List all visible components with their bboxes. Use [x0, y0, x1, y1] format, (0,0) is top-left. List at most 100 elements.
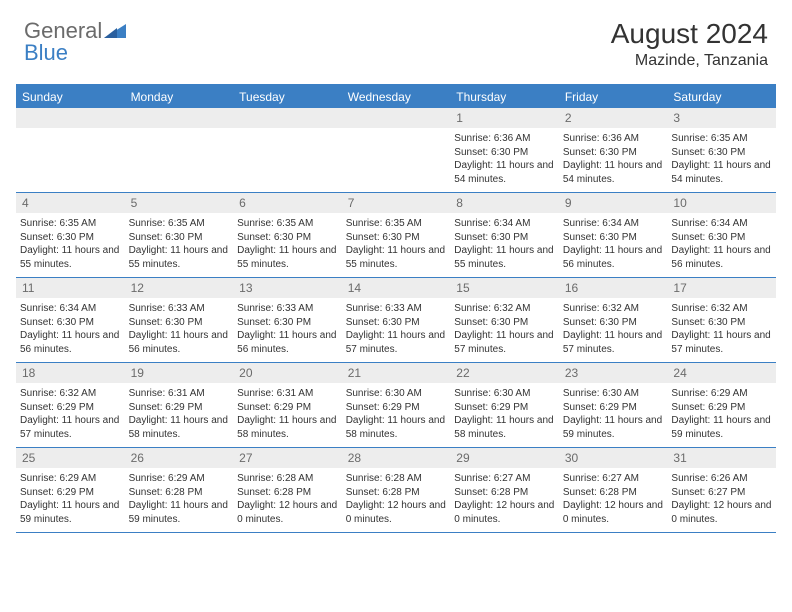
- date-number: [125, 108, 234, 128]
- day-cell: 28Sunrise: 6:28 AMSunset: 6:28 PMDayligh…: [342, 448, 451, 532]
- sunrise-text: Sunrise: 6:36 AM: [454, 132, 555, 146]
- day-header: Thursday: [450, 86, 559, 108]
- daylight-text: Daylight: 11 hours and 59 minutes.: [129, 499, 230, 526]
- logo-triangle-icon: [104, 18, 126, 44]
- date-number: 6: [233, 193, 342, 213]
- sunrise-text: Sunrise: 6:28 AM: [237, 472, 338, 486]
- daylight-text: Daylight: 11 hours and 55 minutes.: [20, 244, 121, 271]
- daylight-text: Daylight: 11 hours and 58 minutes.: [346, 414, 447, 441]
- sunset-text: Sunset: 6:30 PM: [671, 231, 772, 245]
- day-info: Sunrise: 6:31 AMSunset: 6:29 PMDaylight:…: [129, 387, 230, 441]
- sunset-text: Sunset: 6:30 PM: [563, 231, 664, 245]
- date-number: 10: [667, 193, 776, 213]
- title-block: August 2024 Mazinde, Tanzania: [611, 18, 768, 70]
- day-header: Monday: [125, 86, 234, 108]
- sunset-text: Sunset: 6:30 PM: [563, 316, 664, 330]
- day-info: Sunrise: 6:29 AMSunset: 6:28 PMDaylight:…: [129, 472, 230, 526]
- daylight-text: Daylight: 11 hours and 56 minutes.: [20, 329, 121, 356]
- day-info: Sunrise: 6:35 AMSunset: 6:30 PMDaylight:…: [237, 217, 338, 271]
- day-info: Sunrise: 6:35 AMSunset: 6:30 PMDaylight:…: [346, 217, 447, 271]
- day-cell: 25Sunrise: 6:29 AMSunset: 6:29 PMDayligh…: [16, 448, 125, 532]
- sunrise-text: Sunrise: 6:31 AM: [237, 387, 338, 401]
- day-info: Sunrise: 6:35 AMSunset: 6:30 PMDaylight:…: [20, 217, 121, 271]
- day-info: Sunrise: 6:35 AMSunset: 6:30 PMDaylight:…: [129, 217, 230, 271]
- daylight-text: Daylight: 12 hours and 0 minutes.: [237, 499, 338, 526]
- daylight-text: Daylight: 11 hours and 55 minutes.: [346, 244, 447, 271]
- date-number: 8: [450, 193, 559, 213]
- daylight-text: Daylight: 11 hours and 56 minutes.: [237, 329, 338, 356]
- day-cell: 11Sunrise: 6:34 AMSunset: 6:30 PMDayligh…: [16, 278, 125, 362]
- sunrise-text: Sunrise: 6:35 AM: [346, 217, 447, 231]
- day-cell: 21 Sunrise: 6:30 AMSunset: 6:29 PMDayligh…: [342, 363, 451, 447]
- day-cell: 8Sunrise: 6:34 AMSunset: 6:30 PMDaylight…: [450, 193, 559, 277]
- daylight-text: Daylight: 11 hours and 57 minutes.: [563, 329, 664, 356]
- day-cell: 10Sunrise: 6:34 AMSunset: 6:30 PMDayligh…: [667, 193, 776, 277]
- date-number: 19: [125, 363, 234, 383]
- day-cell: 17Sunrise: 6:32 AMSunset: 6:30 PMDayligh…: [667, 278, 776, 362]
- sunrise-text: Sunrise: 6:30 AM: [346, 387, 447, 401]
- sunrise-text: Sunrise: 6:31 AM: [129, 387, 230, 401]
- daylight-text: Daylight: 12 hours and 0 minutes.: [563, 499, 664, 526]
- daylight-text: Daylight: 11 hours and 56 minutes.: [563, 244, 664, 271]
- day-info: Sunrise: 6:28 AMSunset: 6:28 PMDaylight:…: [346, 472, 447, 526]
- sunset-text: Sunset: 6:30 PM: [129, 231, 230, 245]
- sunset-text: Sunset: 6:28 PM: [563, 486, 664, 500]
- sunset-text: Sunset: 6:30 PM: [346, 316, 447, 330]
- date-number: 21: [342, 363, 451, 383]
- sunset-text: Sunset: 6:30 PM: [20, 231, 121, 245]
- day-headers-row: SundayMondayTuesdayWednesdayThursdayFrid…: [16, 86, 776, 108]
- day-cell: 27Sunrise: 6:28 AMSunset: 6:28 PMDayligh…: [233, 448, 342, 532]
- sunset-text: Sunset: 6:30 PM: [454, 231, 555, 245]
- day-info: Sunrise: 6:28 AMSunset: 6:28 PMDaylight:…: [237, 472, 338, 526]
- daylight-text: Daylight: 12 hours and 0 minutes.: [454, 499, 555, 526]
- date-number: 18: [16, 363, 125, 383]
- day-cell: 6 Sunrise: 6:35 AMSunset: 6:30 PMDaylight…: [233, 193, 342, 277]
- day-cell: 9Sunrise: 6:34 AMSunset: 6:30 PMDaylight…: [559, 193, 668, 277]
- day-info: Sunrise: 6:33 AMSunset: 6:30 PMDaylight:…: [346, 302, 447, 356]
- day-header: Tuesday: [233, 86, 342, 108]
- sunrise-text: Sunrise: 6:35 AM: [129, 217, 230, 231]
- day-info: Sunrise: 6:31 AMSunset: 6:29 PMDaylight:…: [237, 387, 338, 441]
- date-number: 12: [125, 278, 234, 298]
- daylight-text: Daylight: 11 hours and 57 minutes.: [671, 329, 772, 356]
- sunrise-text: Sunrise: 6:30 AM: [563, 387, 664, 401]
- sunrise-text: Sunrise: 6:34 AM: [20, 302, 121, 316]
- sunrise-text: Sunrise: 6:30 AM: [454, 387, 555, 401]
- day-cell: 2Sunrise: 6:36 AMSunset: 6:30 PMDaylight…: [559, 108, 668, 192]
- date-number: 29: [450, 448, 559, 468]
- sunset-text: Sunset: 6:28 PM: [129, 486, 230, 500]
- day-info: Sunrise: 6:30 AMSunset: 6:29 PMDaylight:…: [346, 387, 447, 441]
- day-info: Sunrise: 6:34 AMSunset: 6:30 PMDaylight:…: [20, 302, 121, 356]
- sunrise-text: Sunrise: 6:26 AM: [671, 472, 772, 486]
- week-row: 11Sunrise: 6:34 AMSunset: 6:30 PMDayligh…: [16, 278, 776, 363]
- day-info: Sunrise: 6:35 AMSunset: 6:30 PMDaylight:…: [671, 132, 772, 186]
- day-cell: 13Sunrise: 6:33 AMSunset: 6:30 PMDayligh…: [233, 278, 342, 362]
- sunset-text: Sunset: 6:29 PM: [20, 401, 121, 415]
- sunrise-text: Sunrise: 6:27 AM: [454, 472, 555, 486]
- sunset-text: Sunset: 6:29 PM: [671, 401, 772, 415]
- date-number: 20: [233, 363, 342, 383]
- date-number: 1: [450, 108, 559, 128]
- sunrise-text: Sunrise: 6:29 AM: [671, 387, 772, 401]
- day-info: Sunrise: 6:30 AMSunset: 6:29 PMDaylight:…: [454, 387, 555, 441]
- date-number: 13: [233, 278, 342, 298]
- date-number: 14: [342, 278, 451, 298]
- day-info: Sunrise: 6:32 AMSunset: 6:30 PMDaylight:…: [454, 302, 555, 356]
- day-cell: 31Sunrise: 6:26 AMSunset: 6:27 PMDayligh…: [667, 448, 776, 532]
- sunset-text: Sunset: 6:29 PM: [346, 401, 447, 415]
- calendar: SundayMondayTuesdayWednesdayThursdayFrid…: [16, 84, 776, 533]
- sunrise-text: Sunrise: 6:36 AM: [563, 132, 664, 146]
- sunset-text: Sunset: 6:27 PM: [671, 486, 772, 500]
- date-number: 7: [342, 193, 451, 213]
- date-number: [233, 108, 342, 128]
- day-info: Sunrise: 6:32 AMSunset: 6:29 PMDaylight:…: [20, 387, 121, 441]
- date-number: 17: [667, 278, 776, 298]
- day-cell: 22Sunrise: 6:30 AMSunset: 6:29 PMDayligh…: [450, 363, 559, 447]
- day-info: Sunrise: 6:34 AMSunset: 6:30 PMDaylight:…: [563, 217, 664, 271]
- sunset-text: Sunset: 6:30 PM: [346, 231, 447, 245]
- sunrise-text: Sunrise: 6:33 AM: [346, 302, 447, 316]
- daylight-text: Daylight: 11 hours and 58 minutes.: [237, 414, 338, 441]
- day-info: Sunrise: 6:29 AMSunset: 6:29 PMDaylight:…: [671, 387, 772, 441]
- sunrise-text: Sunrise: 6:33 AM: [129, 302, 230, 316]
- date-number: 2: [559, 108, 668, 128]
